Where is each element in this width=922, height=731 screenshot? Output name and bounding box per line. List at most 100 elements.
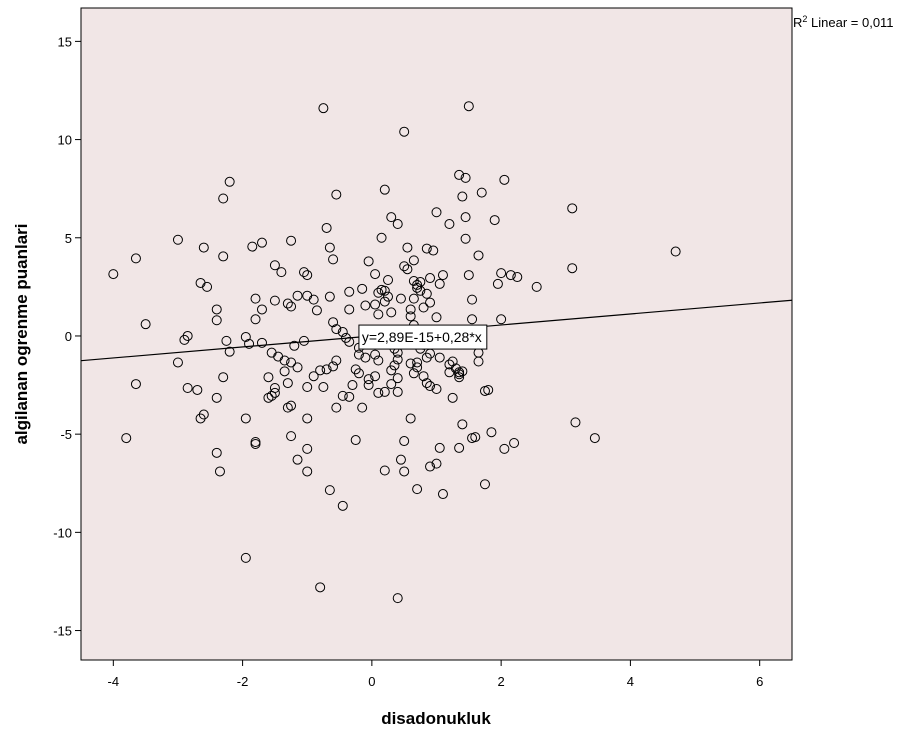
data-point: [479, 385, 490, 396]
data-point: [454, 442, 465, 453]
data-point: [328, 317, 339, 328]
fit-line-equation: y=2,89E-15+0,28*x: [362, 329, 482, 345]
x-tick-label: -4: [108, 674, 120, 689]
data-point: [331, 355, 342, 366]
data-point: [412, 282, 423, 293]
data-point: [269, 295, 280, 306]
data-point: [383, 291, 394, 302]
data-point: [292, 362, 303, 373]
data-point: [179, 334, 190, 345]
data-point: [353, 368, 364, 379]
data-point: [395, 293, 406, 304]
data-point: [386, 365, 397, 376]
data-point: [328, 254, 339, 265]
data-point: [211, 392, 222, 403]
data-point: [363, 256, 374, 267]
data-point: [412, 279, 423, 290]
y-axis-title: algilanan ogrenme puanlari: [12, 223, 31, 444]
data-point: [315, 582, 326, 593]
data-point: [473, 356, 484, 367]
data-point: [347, 380, 358, 391]
data-point: [408, 368, 419, 379]
data-point: [379, 184, 390, 195]
data-point: [292, 290, 303, 301]
data-point: [392, 373, 403, 384]
data-point: [460, 172, 471, 183]
data-point: [405, 311, 416, 322]
data-point: [373, 309, 384, 320]
data-point: [344, 286, 355, 297]
data-point: [282, 378, 293, 389]
y-tick-label: -15: [53, 624, 72, 639]
fit-line-label-box: y=2,89E-15+0,28*x: [358, 324, 488, 350]
data-point: [499, 443, 510, 454]
data-point: [195, 413, 206, 424]
data-point: [269, 260, 280, 271]
data-point: [496, 314, 507, 325]
data-point: [392, 593, 403, 604]
data-point: [376, 232, 387, 243]
data-point: [121, 433, 132, 444]
data-point: [256, 237, 267, 248]
data-point: [431, 458, 442, 469]
data-point: [224, 176, 235, 187]
data-point: [505, 270, 516, 281]
y-tick-label: 0: [65, 329, 72, 344]
data-point: [130, 379, 141, 390]
data-point: [214, 466, 225, 477]
data-point: [370, 269, 381, 280]
data-points: [108, 101, 681, 604]
data-point: [389, 360, 400, 371]
data-point: [402, 242, 413, 253]
data-point: [392, 219, 403, 230]
data-point: [467, 314, 478, 325]
data-point: [302, 466, 313, 477]
data-point: [408, 255, 419, 266]
data-point: [224, 346, 235, 357]
data-point: [412, 484, 423, 495]
data-point: [392, 386, 403, 397]
data-point: [240, 331, 251, 342]
data-point: [405, 413, 416, 424]
data-point: [418, 302, 429, 313]
data-point: [286, 301, 297, 312]
x-axis: -4 -2 0 2 4 6: [108, 660, 763, 689]
data-point: [240, 413, 251, 424]
data-point: [286, 235, 297, 246]
data-point: [302, 382, 313, 393]
data-point: [247, 241, 258, 252]
data-point: [276, 267, 287, 278]
data-point: [286, 400, 297, 411]
data-point: [140, 319, 151, 330]
data-point: [250, 293, 261, 304]
x-tick-label: 6: [756, 674, 763, 689]
data-point: [344, 304, 355, 315]
data-point: [408, 293, 419, 304]
data-point: [357, 283, 368, 294]
data-point: [418, 371, 429, 382]
data-point: [379, 285, 390, 296]
data-point: [431, 207, 442, 218]
data-point: [425, 461, 436, 472]
data-point: [383, 274, 394, 285]
data-point: [473, 250, 484, 261]
data-point: [379, 465, 390, 476]
y-tick-label: 15: [58, 34, 72, 49]
data-point: [263, 392, 274, 403]
data-point: [350, 435, 361, 446]
data-point: [496, 268, 507, 279]
data-point: [318, 103, 329, 114]
data-point: [425, 381, 436, 392]
data-point: [282, 402, 293, 413]
data-point: [570, 417, 581, 428]
data-point: [324, 242, 335, 253]
data-point: [172, 357, 183, 368]
data-point: [405, 304, 416, 315]
data-point: [370, 349, 381, 360]
y-tick-label: 10: [58, 133, 72, 148]
data-point: [279, 366, 290, 377]
y-tick-label: -5: [60, 427, 72, 442]
data-point: [412, 362, 423, 373]
data-point: [454, 169, 465, 180]
data-point: [670, 246, 681, 257]
